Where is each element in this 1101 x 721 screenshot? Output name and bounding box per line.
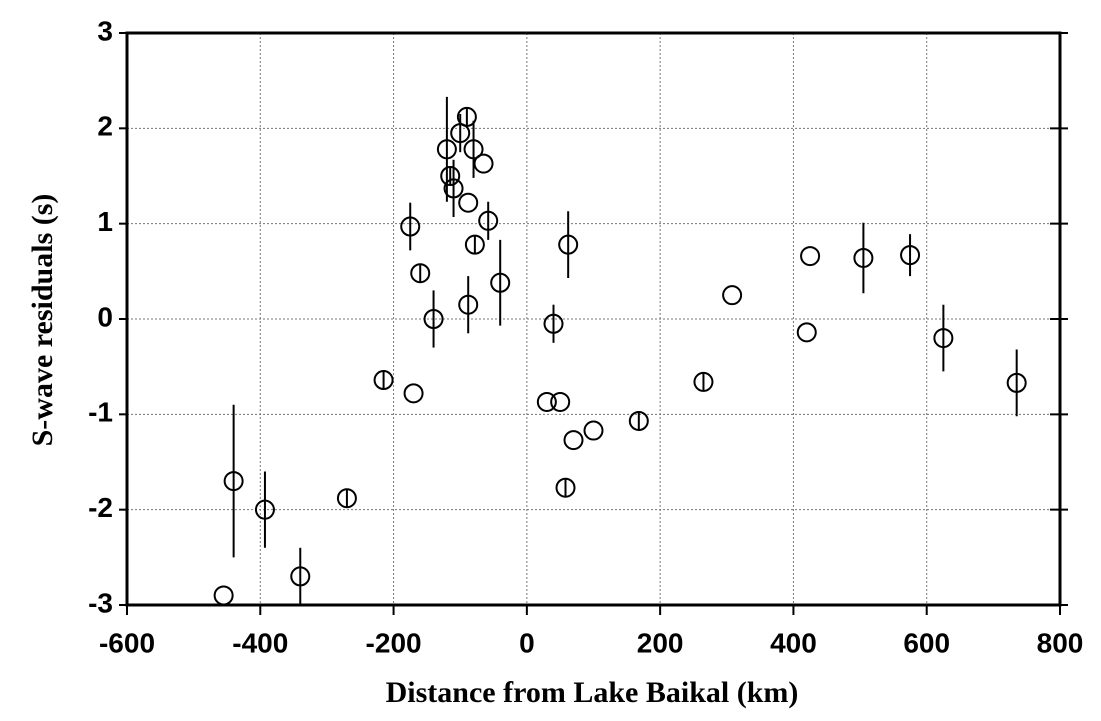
point bbox=[213, 585, 234, 606]
point bbox=[463, 139, 484, 160]
x-tick-label: -600 bbox=[99, 627, 155, 658]
x-tick-label: -200 bbox=[366, 627, 422, 658]
x-tick-label: 400 bbox=[770, 627, 817, 658]
point bbox=[373, 370, 394, 391]
x-tick-label: 800 bbox=[1037, 627, 1084, 658]
plot-frame bbox=[125, 31, 1062, 607]
point bbox=[478, 210, 499, 231]
point bbox=[583, 420, 604, 441]
point bbox=[543, 313, 564, 334]
point bbox=[693, 371, 714, 392]
point bbox=[400, 216, 421, 237]
point bbox=[800, 246, 821, 267]
point bbox=[555, 477, 576, 498]
point bbox=[473, 153, 494, 174]
point bbox=[410, 263, 431, 284]
point bbox=[550, 391, 571, 412]
point bbox=[490, 272, 511, 293]
point bbox=[458, 294, 479, 315]
point bbox=[436, 139, 457, 160]
y-tick-label: 2 bbox=[97, 111, 113, 142]
x-tick-label: 0 bbox=[519, 627, 535, 658]
point bbox=[223, 471, 244, 492]
x-tick-label: 600 bbox=[903, 627, 950, 658]
point bbox=[440, 166, 461, 186]
point bbox=[456, 106, 477, 127]
y-tick-label: -3 bbox=[88, 587, 113, 618]
point bbox=[336, 488, 357, 509]
point bbox=[290, 566, 311, 587]
x-axis-title: Distance from Lake Baikal (km) bbox=[386, 676, 799, 709]
point bbox=[558, 234, 579, 255]
x-tick-label: -400 bbox=[232, 627, 288, 658]
point bbox=[423, 309, 444, 329]
x-tick-label: 200 bbox=[637, 627, 684, 658]
point bbox=[1006, 372, 1027, 393]
y-tick-label: 1 bbox=[97, 206, 113, 237]
y-tick-label: -1 bbox=[88, 397, 113, 428]
point bbox=[900, 245, 921, 266]
y-tick-label: -2 bbox=[88, 492, 113, 523]
y-tick-label: 3 bbox=[97, 15, 113, 46]
point bbox=[403, 383, 424, 404]
point bbox=[853, 247, 874, 268]
point bbox=[722, 285, 743, 306]
point bbox=[628, 411, 649, 432]
point bbox=[536, 391, 557, 412]
y-tick-label: 0 bbox=[97, 301, 113, 332]
point bbox=[254, 499, 275, 520]
y-axis-title: S-wave residuals (s) bbox=[26, 194, 59, 447]
point bbox=[464, 234, 485, 255]
point bbox=[443, 178, 464, 199]
point bbox=[563, 430, 584, 451]
point bbox=[458, 192, 479, 213]
point bbox=[796, 322, 817, 343]
point bbox=[933, 328, 954, 349]
